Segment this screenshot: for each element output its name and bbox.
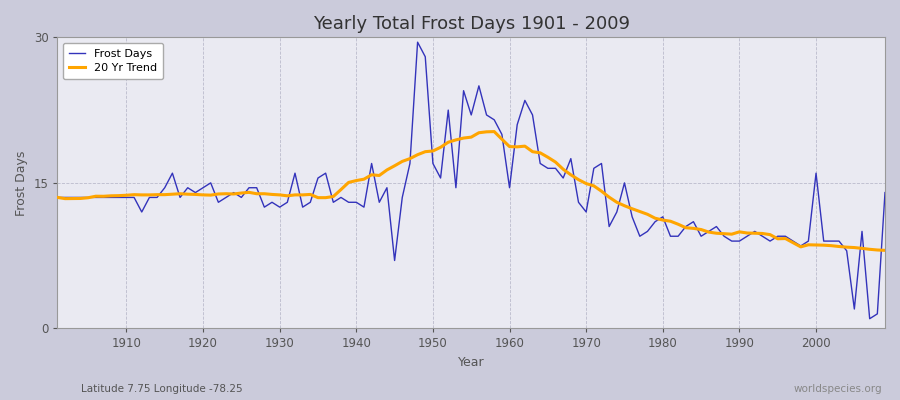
20 Yr Trend bbox=[604, 195, 615, 200]
Legend: Frost Days, 20 Yr Trend: Frost Days, 20 Yr Trend bbox=[63, 43, 163, 79]
Text: worldspecies.org: worldspecies.org bbox=[794, 384, 882, 394]
Frost Days bbox=[282, 200, 292, 205]
Frost Days bbox=[328, 200, 338, 205]
Frost Days bbox=[52, 195, 63, 200]
Frost Days bbox=[113, 195, 124, 200]
Text: Latitude 7.75 Longitude -78.25: Latitude 7.75 Longitude -78.25 bbox=[81, 384, 243, 394]
Frost Days bbox=[412, 40, 423, 44]
20 Yr Trend bbox=[282, 194, 292, 198]
20 Yr Trend bbox=[504, 144, 515, 149]
Frost Days bbox=[864, 316, 875, 321]
20 Yr Trend bbox=[113, 193, 124, 198]
20 Yr Trend bbox=[879, 248, 890, 253]
20 Yr Trend bbox=[512, 144, 523, 149]
X-axis label: Year: Year bbox=[458, 356, 484, 369]
Y-axis label: Frost Days: Frost Days bbox=[15, 150, 28, 216]
20 Yr Trend bbox=[489, 129, 500, 134]
Frost Days bbox=[879, 190, 890, 195]
20 Yr Trend bbox=[52, 195, 63, 200]
20 Yr Trend bbox=[328, 194, 338, 199]
Line: Frost Days: Frost Days bbox=[58, 42, 885, 319]
Line: 20 Yr Trend: 20 Yr Trend bbox=[58, 132, 885, 250]
Frost Days bbox=[512, 122, 523, 127]
Frost Days bbox=[604, 224, 615, 229]
Frost Days bbox=[504, 185, 515, 190]
Title: Yearly Total Frost Days 1901 - 2009: Yearly Total Frost Days 1901 - 2009 bbox=[312, 15, 630, 33]
